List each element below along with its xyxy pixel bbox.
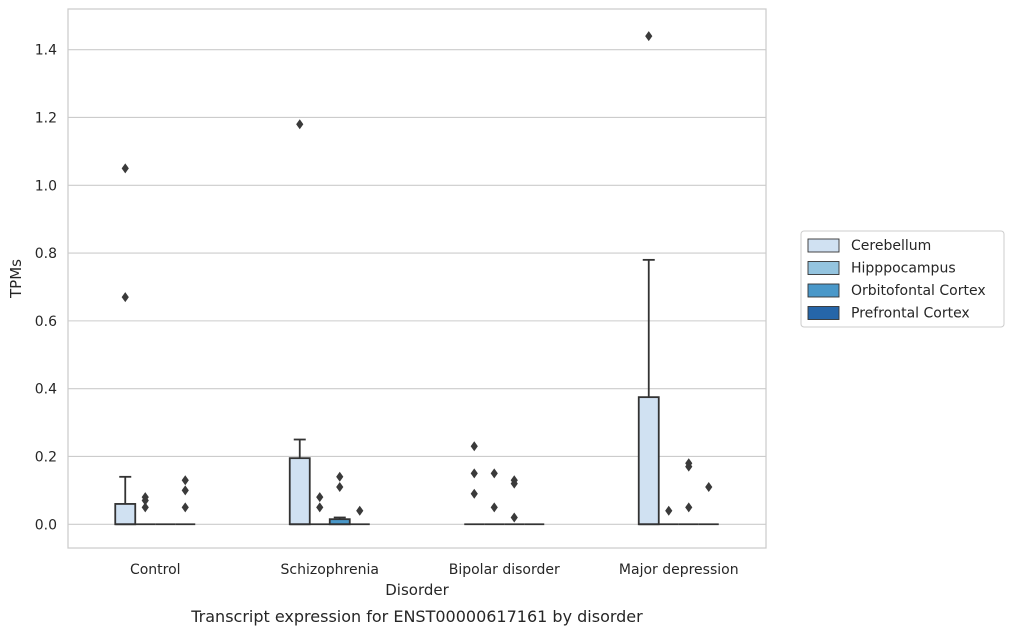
legend-swatch xyxy=(807,261,840,275)
legend-swatch xyxy=(807,306,840,320)
x-tick-label: Control xyxy=(130,562,181,578)
box-0-2 xyxy=(464,441,485,526)
outlier-point xyxy=(181,475,189,486)
box-series xyxy=(114,31,719,526)
y-tick-labels: 0.0 0.2 0.4 0.6 0.8 1.0 1.2 1.4 xyxy=(35,43,57,534)
x-tick-label: Major depression xyxy=(619,562,739,578)
y-axis-label: TPMs xyxy=(7,259,25,299)
outlier-point xyxy=(685,458,693,469)
outlier-point xyxy=(356,505,364,516)
box-0-0 xyxy=(114,163,137,526)
outlier-point xyxy=(665,505,673,516)
outlier-point xyxy=(645,31,653,42)
outlier-point xyxy=(470,441,478,452)
box-2-2 xyxy=(504,475,525,526)
y-tick-label: 1.2 xyxy=(35,110,57,126)
box-3-0 xyxy=(175,475,196,526)
outlier-point xyxy=(705,481,713,492)
legend-label: Prefrontal Cortex xyxy=(851,306,970,322)
outlier-point xyxy=(490,502,498,513)
outlier-point xyxy=(510,512,518,523)
box-2-1 xyxy=(328,471,351,526)
y-tick-label: 1.0 xyxy=(35,178,57,194)
legend-swatch xyxy=(807,283,840,298)
y-tick-label: 1.4 xyxy=(35,43,57,59)
y-tick-label: 0.6 xyxy=(35,314,57,330)
box-3-1 xyxy=(349,505,370,526)
grid-lines xyxy=(68,49,766,525)
plot-frame xyxy=(67,8,767,549)
outlier-point xyxy=(141,502,149,513)
outlier-point xyxy=(490,468,498,479)
box-body xyxy=(288,457,311,526)
x-tick-labels: Control Schizophrenia Bipolar disorder Majo… xyxy=(130,562,739,578)
x-axis-label: Disorder xyxy=(385,581,449,599)
box-1-2 xyxy=(484,468,505,526)
legend-swatch xyxy=(807,238,840,253)
outlier-point xyxy=(181,502,189,513)
outlier-point xyxy=(296,119,304,130)
box-body xyxy=(114,503,137,526)
outlier-point xyxy=(121,292,129,303)
legend-label: Orbitofontal Cortex xyxy=(851,283,986,299)
x-tick-label: Schizophrenia xyxy=(281,562,379,578)
y-tick-label: 0.4 xyxy=(35,382,57,398)
box-1-1 xyxy=(309,492,330,526)
outlier-point xyxy=(685,502,693,513)
y-tick-label: 0.8 xyxy=(35,246,57,262)
box-body xyxy=(637,396,660,526)
outlier-point xyxy=(181,485,189,496)
outlier-point xyxy=(336,471,344,482)
outlier-point xyxy=(470,488,478,499)
box-0-3 xyxy=(637,31,660,526)
legend: Cerebellum Hipppocampus Orbitofontal Corte… xyxy=(800,230,1005,328)
box-0-1 xyxy=(288,119,311,526)
outlier-point xyxy=(510,475,518,486)
outlier-point xyxy=(316,502,324,513)
outlier-point xyxy=(336,481,344,492)
box-1-0 xyxy=(135,492,156,526)
box-3-3 xyxy=(698,481,719,526)
box-1-3 xyxy=(658,505,679,526)
outlier-point xyxy=(141,492,149,503)
legend-label: Hipppocampus xyxy=(851,261,956,277)
x-tick-label: Bipolar disorder xyxy=(449,562,560,578)
chart-caption: Transcript expression for ENST0000061716… xyxy=(190,607,643,626)
outlier-point xyxy=(470,468,478,479)
outlier-point xyxy=(316,492,324,503)
box-2-3 xyxy=(678,458,699,526)
legend-frame xyxy=(800,230,1005,328)
y-tick-label: 0.0 xyxy=(35,517,57,533)
y-tick-label: 0.2 xyxy=(35,449,57,465)
legend-label: Cerebellum xyxy=(851,238,931,254)
outlier-point xyxy=(121,163,129,174)
